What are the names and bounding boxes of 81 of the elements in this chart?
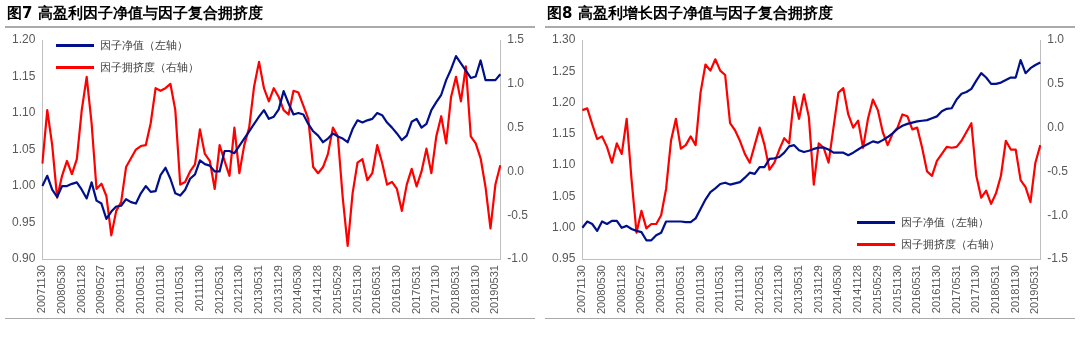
y2-tick-label: 0.0 — [507, 163, 525, 178]
x-tick-label: 20151130 — [890, 265, 903, 314]
x-tick-label: 20090527 — [94, 265, 107, 315]
x-tick-label: 20101130 — [693, 265, 706, 314]
y2-tick-label: 0.5 — [1047, 76, 1065, 91]
y2-tick-label: 0.5 — [507, 119, 525, 134]
y2-tick-label: -1.0 — [1047, 207, 1069, 222]
x-tick-label: 20151130 — [350, 265, 363, 314]
x-tick-label: 20081128 — [74, 265, 87, 314]
x-tick-label: 20101130 — [153, 265, 166, 314]
legend-label: 因子净值（左轴） — [100, 37, 189, 53]
x-tick-label: 20130531 — [792, 265, 805, 315]
x-tick-label: 20081128 — [614, 265, 627, 314]
y2-tick-label: -0.5 — [1047, 163, 1069, 178]
x-tick-label: 20140530 — [831, 265, 844, 315]
y2-tick-label: 1.0 — [1047, 32, 1065, 47]
x-tick-label: 20110531 — [713, 265, 726, 314]
x-tick-label: 20140530 — [291, 265, 304, 315]
y-tick-label: 1.00 — [12, 178, 36, 193]
x-tick-label: 20161130 — [389, 265, 402, 314]
y2-tick-label: -0.5 — [507, 207, 529, 222]
x-tick-label: 20190531 — [488, 265, 501, 315]
x-tick-label: 20170531 — [949, 265, 962, 315]
x-tick-label: 20161130 — [929, 265, 942, 314]
x-tick-label: 20171130 — [429, 265, 442, 314]
y-tick-label: 1.00 — [552, 220, 576, 235]
y-tick-label: 0.95 — [12, 214, 36, 229]
y2-tick-label: -1.5 — [1047, 251, 1069, 266]
x-tick-label: 20120531 — [752, 265, 765, 315]
chart-title: 图7 高盈利因子净值与因子复合拥挤度 — [5, 0, 535, 28]
y-tick-label: 1.10 — [552, 157, 576, 172]
x-tick-label: 20181130 — [468, 265, 481, 314]
legend-label: 因子拥挤度（右轴） — [901, 236, 1001, 252]
x-tick-label: 20111130 — [732, 265, 745, 312]
x-tick-label: 20080530 — [55, 265, 68, 315]
x-tick-label: 20141128 — [311, 265, 324, 314]
y-tick-label: 1.25 — [552, 63, 576, 78]
x-tick-label: 20100531 — [673, 265, 686, 315]
y2-tick-label: -1.0 — [507, 251, 529, 266]
legend-label: 因子拥挤度（右轴） — [100, 59, 200, 75]
x-tick-label: 20071130 — [575, 265, 588, 314]
x-tick-label: 20190531 — [1028, 265, 1041, 315]
x-tick-label: 20110531 — [173, 265, 186, 314]
x-tick-label: 20111130 — [192, 265, 205, 312]
x-tick-label: 20160531 — [910, 265, 923, 315]
x-tick-label: 20130531 — [252, 265, 265, 315]
x-tick-label: 20091130 — [654, 265, 667, 314]
x-tick-label: 20090527 — [634, 265, 647, 315]
x-tick-label: 20150529 — [870, 265, 883, 315]
x-tick-label: 20180531 — [449, 265, 462, 315]
y-tick-label: 0.90 — [12, 251, 36, 266]
y2-tick-label: 1.5 — [507, 32, 525, 47]
x-tick-label: 20091130 — [114, 265, 127, 314]
x-tick-label: 20121130 — [772, 265, 785, 314]
y-tick-label: 0.95 — [552, 251, 576, 266]
y2-tick-label: 1.0 — [507, 76, 525, 91]
x-tick-label: 20120531 — [212, 265, 225, 315]
y2-tick-label: 0.0 — [1047, 119, 1065, 134]
x-tick-label: 20171130 — [969, 265, 982, 314]
x-tick-label: 20141128 — [851, 265, 864, 314]
y-tick-label: 1.20 — [12, 32, 36, 47]
y-tick-label: 1.05 — [552, 188, 576, 203]
x-tick-label: 20080530 — [595, 265, 608, 315]
legend-label: 因子净值（左轴） — [901, 214, 990, 230]
y-tick-label: 1.30 — [552, 32, 576, 47]
x-tick-label: 20100531 — [133, 265, 146, 315]
y-tick-label: 1.05 — [12, 141, 36, 156]
x-tick-label: 20160531 — [370, 265, 383, 315]
chart-title: 图8 高盈利增长因子净值与因子复合拥挤度 — [545, 0, 1075, 28]
x-tick-label: 20121130 — [232, 265, 245, 314]
x-tick-label: 20131129 — [811, 265, 824, 314]
x-tick-label: 20180531 — [989, 265, 1002, 315]
x-tick-label: 20150529 — [330, 265, 343, 315]
y-tick-label: 1.20 — [552, 94, 576, 109]
x-tick-label: 20181130 — [1008, 265, 1021, 314]
x-tick-label: 20170531 — [409, 265, 422, 315]
y-tick-label: 1.15 — [12, 68, 36, 83]
y-tick-label: 1.10 — [12, 105, 36, 120]
x-tick-label: 20071130 — [35, 265, 48, 314]
x-tick-label: 20131129 — [271, 265, 284, 314]
y-tick-label: 1.15 — [552, 126, 576, 141]
